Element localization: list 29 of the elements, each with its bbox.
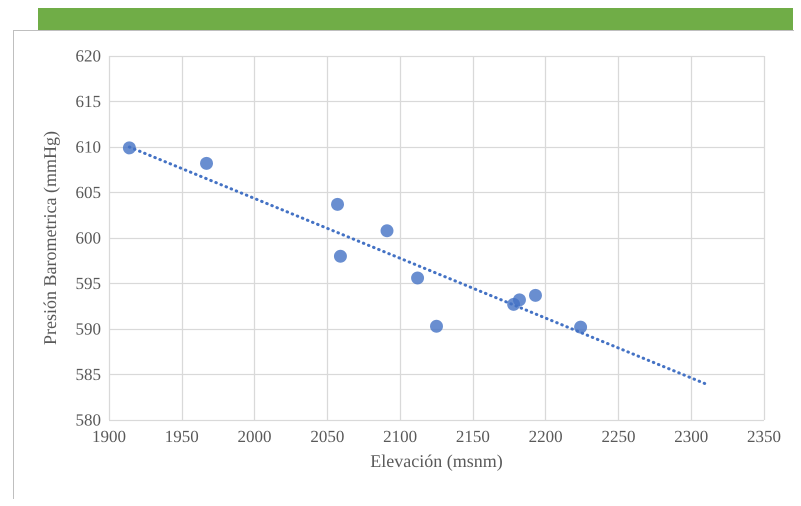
x-tick-label: 1900: [92, 427, 126, 446]
y-tick-label: 615: [76, 92, 101, 111]
x-tick-label: 2350: [747, 427, 781, 446]
x-tick-label: 2000: [238, 427, 272, 446]
point: [528, 288, 542, 302]
y-axis-title: Presión Barometrica (mmHg): [40, 131, 60, 345]
y-tick-label: 600: [76, 228, 101, 248]
point: [512, 293, 526, 306]
x-tick-label: 2150: [456, 427, 490, 446]
x-tick-label: 2100: [383, 427, 418, 446]
y-tick-label: 595: [76, 274, 101, 293]
y-tick-label: 610: [76, 138, 101, 156]
y-tick-label: 605: [76, 183, 101, 202]
x-tick-label: 2250: [601, 427, 636, 446]
point: [411, 272, 424, 285]
point: [430, 320, 443, 333]
y-tick-label: 620: [76, 46, 101, 66]
y-tick-label: 580: [76, 410, 101, 430]
x-tick-label: 2050: [310, 427, 344, 446]
x-tick-label: 1950: [164, 427, 199, 446]
y-tick-label: 590: [76, 320, 101, 338]
point: [334, 250, 347, 263]
x-axis-title: Elevación (msnm): [370, 451, 503, 471]
y-tick-label: 585: [76, 365, 101, 384]
x-tick-label: 2300: [674, 427, 708, 446]
point: [380, 224, 394, 238]
point: [200, 156, 214, 170]
x-tick-label: 2200: [528, 427, 563, 446]
point: [331, 198, 344, 211]
